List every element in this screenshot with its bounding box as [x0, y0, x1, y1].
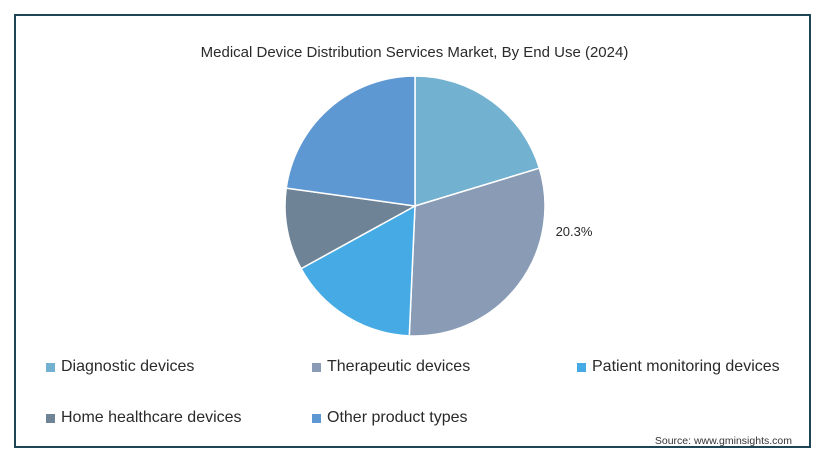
legend-label: Therapeutic devices	[327, 358, 471, 375]
legend-swatch	[46, 413, 55, 423]
legend-label: Home healthcare devices	[61, 409, 242, 426]
slice-other-product-types	[285, 75, 416, 207]
slice-therapeutic	[408, 167, 546, 337]
legend-label: Patient monitoring devices	[592, 358, 780, 375]
legend-item-home-healthcare: Home healthcare devices	[46, 409, 242, 427]
legend-item-patient-monitoring: Patient monitoring devices	[577, 358, 780, 376]
legend-swatch	[46, 362, 55, 372]
slice-patient-monitoring	[300, 204, 416, 337]
legend-swatch	[312, 413, 321, 423]
slice-diagnostic	[414, 75, 541, 208]
legend-swatch	[577, 362, 586, 372]
source-note: Source: www.gminsights.com	[654, 435, 792, 447]
legend-item-diagnostic: Diagnostic devices	[46, 358, 194, 376]
legend-swatch	[312, 362, 321, 372]
legend-item-therapeutic: Therapeutic devices	[312, 358, 470, 376]
slice-home-healthcare	[284, 187, 418, 270]
legend-label: Other product types	[327, 409, 468, 426]
legend-item-other-product-types: Other product types	[312, 409, 468, 427]
chart-title: Medical Device Distribution Services Mar…	[200, 44, 629, 61]
data-label-diagnostic: 20.3%	[556, 224, 593, 239]
legend-label: Diagnostic devices	[61, 358, 195, 375]
